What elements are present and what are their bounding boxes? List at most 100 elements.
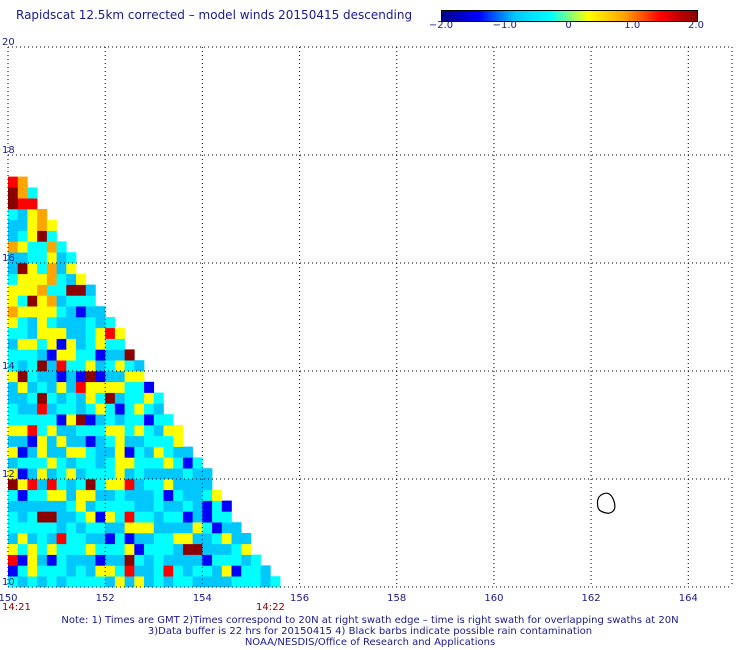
lon-label: 160 (484, 593, 503, 604)
wind-diff-cell (56, 522, 67, 534)
wind-diff-cell (114, 349, 125, 361)
wind-diff-cell (85, 554, 96, 566)
wind-diff-cell (95, 511, 106, 523)
wind-diff-cell (17, 565, 28, 577)
wind-diff-cell (8, 327, 19, 339)
wind-diff-cell (95, 446, 106, 458)
wind-diff-cell (46, 306, 57, 318)
wind-diff-cell (85, 414, 96, 426)
wind-diff-cell (76, 468, 87, 480)
wind-diff-cell (37, 273, 48, 285)
wind-diff-cell (8, 219, 19, 231)
wind-diff-cell (66, 511, 77, 523)
wind-diff-cell (17, 176, 28, 188)
wind-diff-cell (85, 327, 96, 339)
wind-diff-cell (27, 489, 38, 501)
wind-diff-cell (144, 435, 155, 447)
map-title: Rapidscat 12.5km corrected – model winds… (16, 8, 413, 22)
wind-diff-cell (76, 425, 87, 437)
wind-diff-cell (85, 295, 96, 307)
wind-diff-cell (17, 468, 28, 480)
wind-diff-cell (260, 565, 271, 577)
wind-diff-cell (221, 533, 232, 545)
wind-diff-cell (202, 576, 213, 588)
wind-diff-cell (8, 446, 19, 458)
wind-diff-cell (17, 554, 28, 566)
wind-diff-cell (37, 489, 48, 501)
wind-diff-cell (182, 543, 193, 555)
wind-diff-cell (105, 565, 116, 577)
wind-diff-cell (114, 489, 125, 501)
wind-diff-cell (221, 500, 232, 512)
wind-diff-cell (124, 446, 135, 458)
wind-diff-cell (17, 187, 28, 199)
wind-diff-cells (8, 176, 281, 588)
wind-diff-cell (56, 252, 67, 264)
wind-diff-cell (56, 511, 67, 523)
wind-diff-cell (66, 414, 77, 426)
wind-diff-cell (76, 360, 87, 372)
wind-diff-cell (153, 457, 164, 469)
wind-diff-cell (56, 273, 67, 285)
wind-diff-cell (105, 371, 116, 383)
wind-diff-cell (46, 435, 57, 447)
wind-diff-cell (8, 295, 19, 307)
wind-diff-cell (173, 489, 184, 501)
wind-diff-cell (66, 500, 77, 512)
wind-diff-cell (95, 468, 106, 480)
wind-diff-cell (27, 403, 38, 415)
wind-diff-cell (17, 425, 28, 437)
wind-diff-cell (37, 360, 48, 372)
wind-diff-cell (231, 543, 242, 555)
wind-diff-cell (66, 522, 77, 534)
wind-diff-cell (17, 457, 28, 469)
wind-diff-cell (124, 511, 135, 523)
wind-diff-cell (182, 446, 193, 458)
wind-diff-cell (37, 327, 48, 339)
wind-diff-cell (163, 554, 174, 566)
wind-diff-cell (144, 522, 155, 534)
wind-diff-cell (192, 565, 203, 577)
wind-diff-cell (114, 381, 125, 393)
wind-diff-cell (105, 403, 116, 415)
wind-diff-cell (27, 263, 38, 275)
wind-diff-cell (8, 468, 19, 480)
wind-diff-cell (163, 489, 174, 501)
wind-diff-cell (76, 543, 87, 555)
wind-diff-cell (37, 500, 48, 512)
longitude-labels: 150 152 154 156 158 160 162 164 (0, 593, 698, 604)
wind-diff-cell (124, 381, 135, 393)
wind-diff-cell (85, 425, 96, 437)
wind-diff-cell (66, 381, 77, 393)
wind-diff-cell (163, 414, 174, 426)
wind-diff-cell (8, 414, 19, 426)
wind-diff-cell (153, 489, 164, 501)
wind-diff-cell (8, 425, 19, 437)
wind-diff-cell (27, 425, 38, 437)
wind-diff-cell (66, 565, 77, 577)
wind-diff-cell (17, 241, 28, 253)
wind-diff-cell (56, 392, 67, 404)
wind-diff-cell (114, 479, 125, 491)
wind-diff-cell (202, 468, 213, 480)
wind-diff-cell (37, 446, 48, 458)
wind-diff-cell (46, 317, 57, 329)
wind-diff-cell (76, 446, 87, 458)
wind-diff-cell (124, 392, 135, 404)
wind-diff-cell (173, 543, 184, 555)
wind-diff-cell (46, 360, 57, 372)
wind-diff-cell (85, 338, 96, 350)
wind-diff-cell (37, 435, 48, 447)
wind-diff-cell (76, 457, 87, 469)
wind-diff-cell (212, 576, 223, 588)
wind-diff-cell (76, 489, 87, 501)
wind-diff-cell (66, 392, 77, 404)
wind-diff-cell (27, 500, 38, 512)
wind-diff-cell (56, 295, 67, 307)
wind-diff-cell (114, 554, 125, 566)
wind-diff-cell (8, 479, 19, 491)
wind-diff-cell (17, 543, 28, 555)
note-line-1: Note: 1) Times are GMT 2)Times correspon… (61, 615, 679, 626)
wind-diff-cell (95, 403, 106, 415)
wind-diff-cell (114, 565, 125, 577)
